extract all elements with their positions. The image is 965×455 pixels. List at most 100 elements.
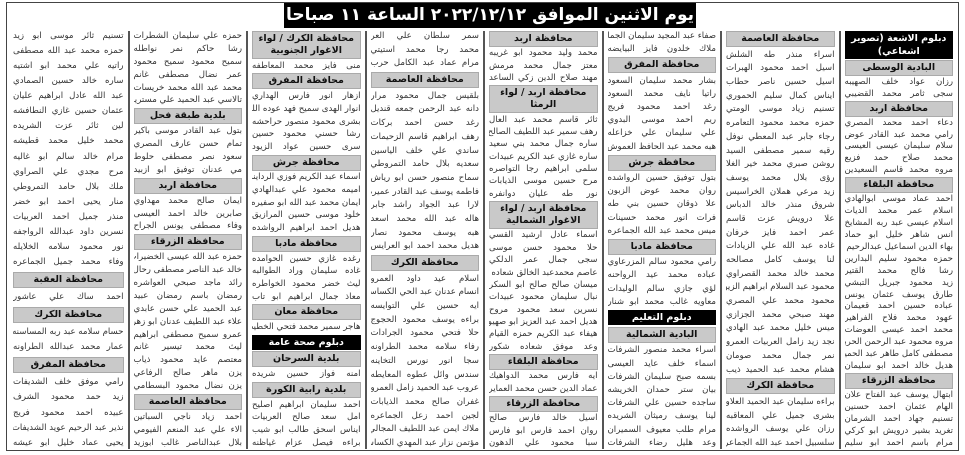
name-entry: ميسان صالح صالح ابو السكر (489, 279, 598, 290)
name-entry: انسام عدنان عبد الحي الكساسبة (370, 287, 480, 298)
name-entry: سعديه بلال حامد التمروطي (370, 159, 480, 170)
name-entry: آلاء علي عبد المنعم الفيومي (133, 424, 243, 435)
name-entry: مؤتمن نزار عبد المهدي الكساسبه (370, 437, 480, 448)
name-entry: محمد خالد محمد القصراوي (726, 268, 835, 279)
name-entry: حمزه محمد محمود التعامره (726, 118, 835, 129)
name-entry: نسرين داود عبدالله الرواجفه (13, 226, 124, 237)
name-entry: راتيا نايف محمد السعود (607, 88, 717, 99)
name-entry: رشا حسني محمود حسين (252, 129, 361, 140)
name-entry: محمد عبد الله محمد خريسات (133, 82, 243, 93)
name-entry: مهند صبحي محمد الجزازي (726, 309, 835, 320)
name-entry: روان محمد عوض الزبون (607, 186, 717, 197)
name-entry: اسيل حسين ناصر حطاب (726, 77, 835, 88)
name-entry: محمد خليل محمد قطيشه (13, 136, 124, 147)
region-heading: محافظة العاصمة (726, 31, 835, 47)
name-entry: زيد محمود جبريل التبشي (844, 277, 954, 288)
name-entry: ازهار انور فارس الهداري (252, 91, 361, 102)
name-entry: آيه فارس محمد الدواهيك (489, 371, 598, 382)
name-entry: سلسبيل احمد عبد الله الجماعره (726, 437, 835, 448)
region-heading: محافظة المفرق (252, 73, 361, 90)
name-entry: عمرو سميح مصطفى ابراهيم (133, 329, 243, 340)
name-entry: بشرى محمود منصور حراحشه (252, 116, 361, 127)
region-heading: محافظة الكرك (370, 255, 479, 271)
region-heading: بلدية السرحان (252, 351, 361, 368)
region-heading: محافظة جرش (607, 154, 716, 171)
name-entry: تمام حسن عارف المصري (133, 139, 243, 150)
name-entry: ليث خضر محمود الخواطره (252, 278, 361, 289)
name-entry: عمر نضال مصطفى غانم (133, 69, 243, 80)
name-entry: معتز جمال محمد مرمش (489, 60, 598, 71)
name-entry: براءه يوسف محمود الحجوج (370, 314, 480, 325)
name-entry: معاذ جمال ابراهيم ابو تاب (252, 291, 361, 302)
region-heading: محافظة العاصمة (133, 394, 242, 411)
name-entry: وفاء مصطفى يونس الجراح (133, 221, 243, 232)
name-entry: رمضان باسم رمضان عبيد (133, 290, 243, 301)
name-entry: لين ثائر عزت الشريده (13, 121, 124, 132)
name-entry: محمد صلاح حمد فزيع (844, 153, 954, 164)
name-entry: معتصم عايد محمود ذياب (133, 355, 243, 366)
region-heading: محافظة الكرك (13, 307, 124, 324)
name-entry: اسلام عيسى عبد ربه المشايخ (844, 217, 954, 228)
name-entry: سمر سلطان علي العر (370, 31, 480, 41)
name-entry: عماد الدين حسن محمد العمايره (489, 383, 598, 394)
name-entry: زيد حمد محمود الشرف (13, 392, 124, 403)
name-entry: عثمان حسين غازي النطافشه (13, 106, 124, 117)
name-entry: ساجده حسين علي الشرفات (607, 398, 717, 409)
column-6: محافظة الكرك / لواء الاغوار الجنوبية منى … (246, 31, 365, 449)
name-entry: رهف ابراهيم قاسم الزحيمات (370, 131, 480, 142)
name-entry: مي عدنان توفيق ابو ازبيد (133, 164, 243, 175)
name-entry: بشار محمد سليمان السعود (607, 75, 717, 86)
name-entry: عاصم محمدعبد الخالق شعاده شكور (489, 267, 598, 278)
name-entry: اسراء محمد منصور الشرفات (607, 345, 717, 356)
region-heading: محافظة الزرقاء (489, 395, 598, 412)
column-1: دبلوم الاشعة (تصوير اشعاعي) البادية الوسط… (838, 31, 958, 449)
name-entry: ايناس اسحق طالب ابو شيب (252, 424, 361, 435)
name-entry: اسماء عادل ارشيد القسي (489, 230, 598, 241)
name-entry: عهود محمد فلاح الفراهير (844, 313, 954, 324)
name-entry: ريم احمد موسى البدوي (607, 115, 717, 126)
name-entry: ابتهال يوسف عبد الفتاح علان (844, 389, 954, 400)
region-heading: محافظة معان (252, 304, 361, 321)
name-entry: انوار الهدى سميح فهد عوده الله (252, 103, 361, 114)
name-entry: منار يحيى احمد ابو خضر (13, 196, 124, 207)
name-entry: براءه سليمان عبد الحميد العلاوي (726, 396, 835, 407)
name-entry: ميس خليل محمد عبد الهادي (726, 323, 835, 334)
name-entry: فرات انور محمد حسينات (607, 212, 717, 223)
name-entry: حمزه محمد عبد الله مصطفى (13, 46, 124, 57)
region-heading: محافظة اربد (844, 100, 953, 117)
name-entry: سبأ محمود علي الدهون (489, 437, 598, 448)
name-entry: حلا محمود حسن موسى (489, 242, 598, 253)
name-entry: ايمان صالح محمد مهداوي (133, 195, 243, 206)
name-entry: غاده عبد الله علي الزيادات (726, 241, 835, 252)
name-entry: حسام سلامه عبد ربه المساسنه (13, 327, 124, 338)
name-entry: ايه حسين علي التوايسه (370, 301, 480, 312)
name-entry: احمد عماد موسى ابوالهادي (844, 194, 954, 205)
column-3: صفاء عبد المجيد سليمان الجماعره ملاك خلدو… (601, 31, 721, 449)
name-entry: خلود موسى حسين المرازيق (252, 210, 361, 221)
column-8: تسنيم ثائر موسى ابو زيد حمزه محمد عبد الل… (9, 31, 128, 449)
name-entry: رؤى بلال محمد يوسف (726, 172, 835, 183)
name-entry: مرام طلب معيوف السميران (607, 424, 717, 435)
name-entry: عبد الحميد علي حسن عابدي (133, 303, 243, 314)
name-entry: لارا عبد الجواد راشد جابر (370, 200, 480, 211)
name-entry: سعود نصر مصطفى حلوط (133, 152, 243, 163)
name-entry: صابرين خالد احمد العيسى (133, 208, 243, 219)
name-entry: تسنيم جهاد احمد الشرمان (844, 413, 954, 424)
name-entry: يحيى عماد خليل ابو عيشه (13, 437, 124, 448)
region-heading: محافظة الكرك / لواء الاغوار الجنوبية (252, 31, 361, 59)
name-entry: امل سعد صالح العربيات (252, 412, 361, 423)
name-entry: رفاء سلامه محمد الطراونه (370, 342, 480, 353)
name-entry: بتول عبد القادر موسى باكير (133, 126, 243, 137)
name-entry: مرام باسم احمد ابو سليم (844, 437, 954, 448)
region-heading: محافظة البلقاء (844, 177, 953, 194)
name-entry: ليث محمد تيسير غانم (133, 342, 243, 353)
name-entry: هاله عبد الله محمد اسعد (370, 213, 480, 224)
region-heading: بلدية رابية الكورة (252, 381, 361, 398)
name-entry: تالاسي عبد الحميد علي مستريحي (133, 95, 243, 106)
name-entry: وفاء محمد جميل الجماعره (13, 256, 124, 267)
name-entry: طارق يوسف عثمان يونس (844, 289, 954, 300)
name-entry: مهند صلاح الدين زكي الساعد (489, 73, 598, 84)
name-entry: محمود محمد علي المصري (726, 296, 835, 307)
region-heading: محافظة المفرق (607, 57, 716, 74)
name-entry: بشرى جميل علي المعاقبه (726, 410, 835, 421)
